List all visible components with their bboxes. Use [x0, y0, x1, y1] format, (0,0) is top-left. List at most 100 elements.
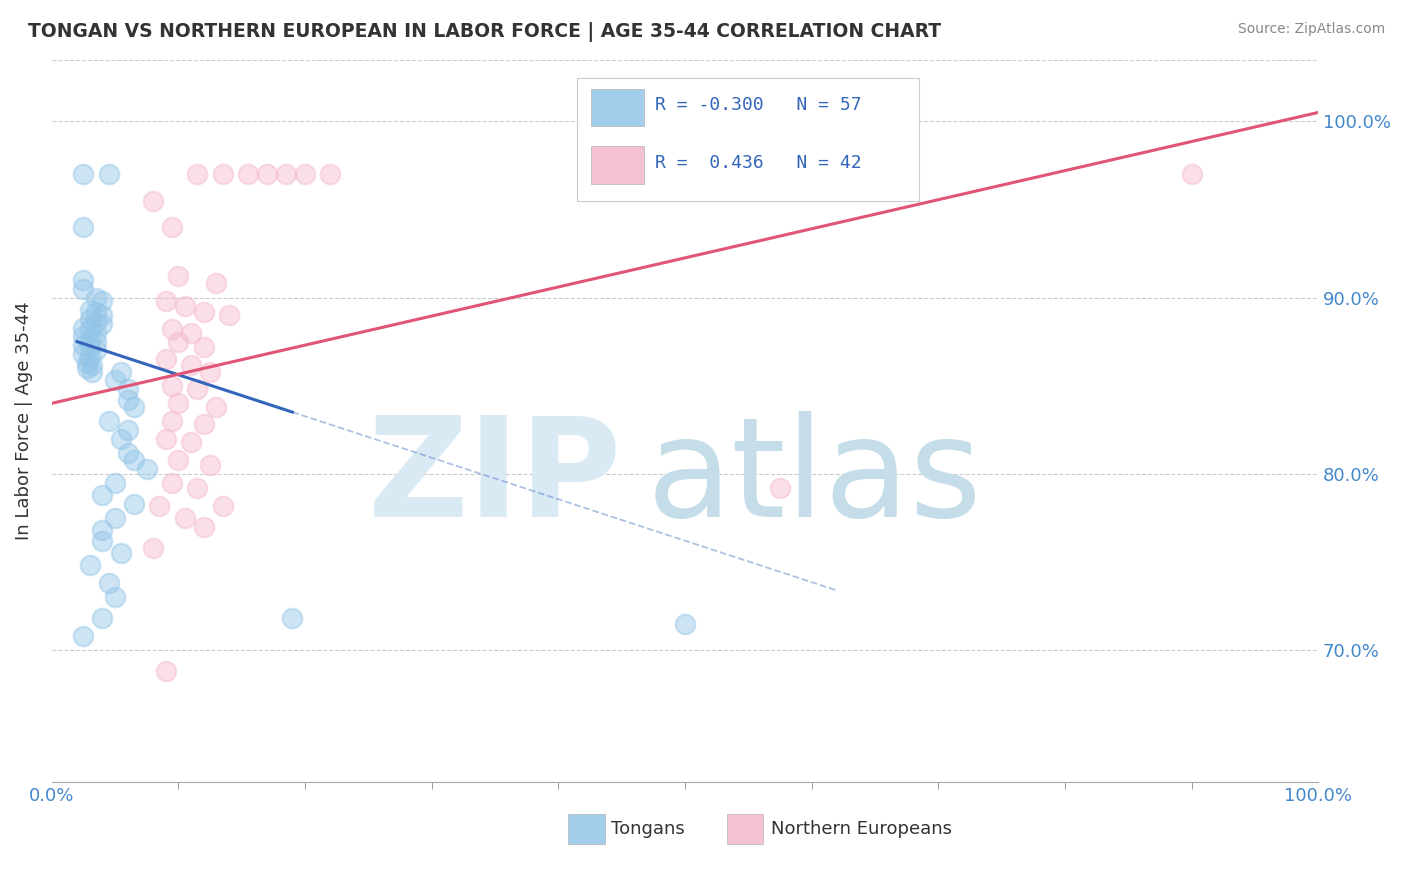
Point [110, 365, 132, 379]
Point [104, 475, 127, 490]
Point [193, 519, 215, 533]
Point [167, 452, 190, 467]
Point [110, 546, 132, 560]
Point [72, 220, 94, 235]
Point [91, 317, 114, 331]
Text: Tongans: Tongans [612, 821, 685, 838]
Text: Source: ZipAtlas.com: Source: ZipAtlas.com [1237, 22, 1385, 37]
FancyBboxPatch shape [568, 814, 605, 845]
Text: TONGAN VS NORTHERN EUROPEAN IN LABOR FORCE | AGE 35-44 CORRELATION CHART: TONGAN VS NORTHERN EUROPEAN IN LABOR FOR… [28, 22, 941, 42]
Point [72, 629, 94, 643]
Text: R = -0.300   N = 57: R = -0.300 N = 57 [655, 96, 862, 114]
Point [198, 458, 221, 472]
Point [193, 304, 215, 318]
Point [294, 167, 316, 181]
Point [79, 322, 101, 336]
Point [160, 322, 183, 336]
Point [319, 167, 342, 181]
Point [218, 308, 240, 322]
Point [180, 358, 202, 372]
Point [148, 499, 170, 513]
Point [117, 423, 139, 437]
Point [72, 167, 94, 181]
Point [211, 167, 233, 181]
Point [76, 361, 98, 376]
Point [186, 167, 208, 181]
FancyBboxPatch shape [592, 88, 644, 126]
Y-axis label: In Labor Force | Age 35-44: In Labor Force | Age 35-44 [15, 301, 32, 541]
Point [79, 340, 101, 354]
Point [193, 340, 215, 354]
Point [160, 414, 183, 428]
Point [274, 167, 297, 181]
Point [82, 358, 104, 372]
Point [173, 299, 195, 313]
Point [160, 475, 183, 490]
Point [84, 291, 107, 305]
Point [84, 334, 107, 349]
Point [117, 392, 139, 407]
Point [180, 326, 202, 340]
Point [180, 435, 202, 450]
Point [117, 382, 139, 396]
Point [142, 194, 165, 208]
Point [84, 315, 107, 329]
Point [79, 558, 101, 573]
FancyBboxPatch shape [592, 146, 644, 184]
Point [198, 365, 221, 379]
Point [104, 511, 127, 525]
FancyBboxPatch shape [578, 78, 920, 201]
Point [91, 294, 114, 309]
Point [79, 351, 101, 365]
Point [84, 326, 107, 340]
FancyBboxPatch shape [727, 814, 763, 845]
Point [173, 511, 195, 525]
Point [72, 282, 94, 296]
Point [186, 382, 208, 396]
Point [155, 664, 177, 678]
Point [79, 302, 101, 317]
Point [186, 481, 208, 495]
Point [72, 273, 94, 287]
Point [1180, 167, 1202, 181]
Point [82, 365, 104, 379]
Point [104, 373, 127, 387]
Point [97, 167, 120, 181]
Point [211, 499, 233, 513]
Point [155, 294, 177, 309]
Text: R =  0.436   N = 42: R = 0.436 N = 42 [655, 154, 862, 172]
Point [91, 488, 114, 502]
Point [76, 356, 98, 370]
Point [256, 167, 278, 181]
Point [155, 432, 177, 446]
Point [97, 414, 120, 428]
Point [205, 400, 228, 414]
Point [205, 277, 228, 291]
Point [72, 320, 94, 334]
Point [167, 396, 190, 410]
Point [72, 329, 94, 343]
Point [281, 611, 304, 625]
Point [84, 343, 107, 358]
Text: ZIP: ZIP [367, 411, 621, 546]
Point [122, 497, 145, 511]
Point [673, 616, 696, 631]
Point [193, 417, 215, 432]
Point [72, 338, 94, 352]
Text: atlas: atlas [647, 411, 983, 546]
Text: Northern Europeans: Northern Europeans [770, 821, 952, 838]
Point [117, 445, 139, 459]
Point [79, 333, 101, 347]
Point [236, 167, 259, 181]
Point [769, 481, 792, 495]
Point [122, 452, 145, 467]
Point [79, 311, 101, 326]
Point [160, 378, 183, 392]
Point [110, 432, 132, 446]
Point [91, 523, 114, 537]
Point [72, 347, 94, 361]
Point [167, 269, 190, 284]
Point [167, 334, 190, 349]
Point [97, 576, 120, 591]
Point [91, 611, 114, 625]
